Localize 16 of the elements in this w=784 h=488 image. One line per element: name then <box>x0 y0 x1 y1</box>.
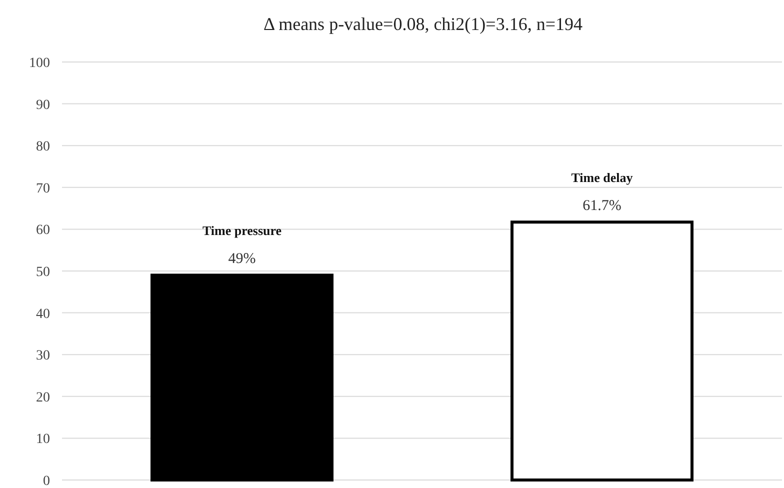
y-tick-label: 30 <box>36 348 50 364</box>
y-tick-label: 40 <box>36 306 50 322</box>
data-label: 49% <box>228 251 256 268</box>
x-tick-label: Time pressure <box>202 223 282 238</box>
chart-title: Δ means p-value=0.08, chi2(1)=3.16, n=194 <box>264 14 582 34</box>
y-tick-label: 20 <box>36 390 50 406</box>
y-tick-label: 50 <box>36 265 50 280</box>
y-tick-label: 90 <box>36 98 50 113</box>
y-tick-label: 0 <box>43 474 50 488</box>
x-tick-label: Time delay <box>571 170 634 186</box>
y-tick-label: 70 <box>36 181 50 196</box>
y-tick-label: 60 <box>36 223 50 238</box>
data-label: 61.7% <box>582 198 622 214</box>
y-tick-label: 10 <box>36 432 50 448</box>
y-tick-label: 80 <box>36 140 50 155</box>
y-tick-label: 100 <box>29 56 50 71</box>
